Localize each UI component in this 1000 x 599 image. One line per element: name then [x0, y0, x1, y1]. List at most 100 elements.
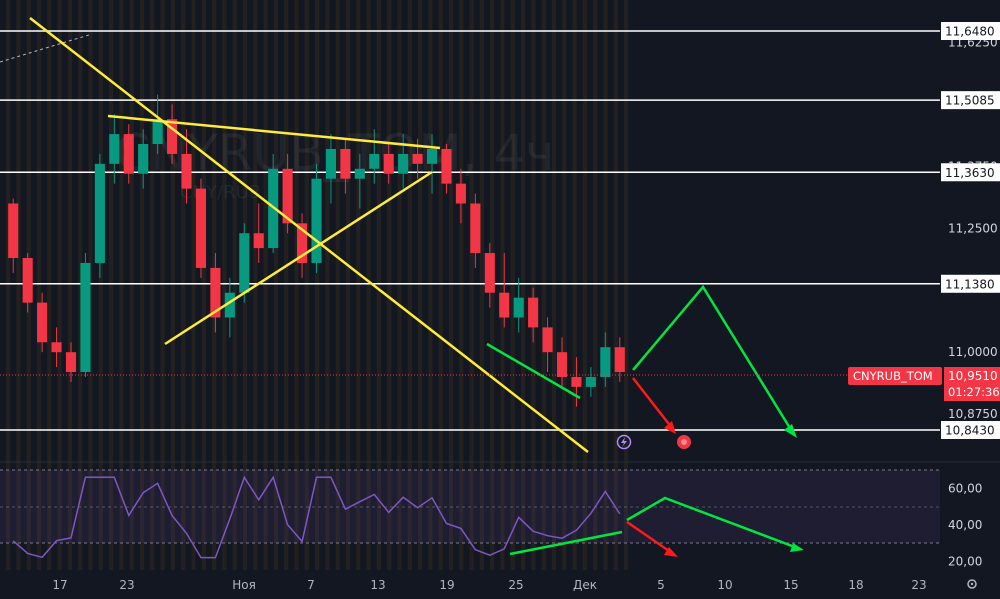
last-price-value: 10,9510 — [948, 369, 998, 383]
candle-body — [441, 148, 452, 184]
session-band — [222, 0, 227, 570]
session-band — [376, 0, 381, 570]
candle-body — [94, 163, 105, 263]
candle-body — [37, 302, 48, 343]
time-tick-label: 7 — [307, 578, 315, 592]
session-band — [57, 0, 62, 570]
time-tick-label: Дек — [573, 578, 597, 592]
candle-body — [383, 153, 394, 174]
session-band — [78, 0, 83, 570]
candle-body — [412, 153, 423, 164]
candle-body — [80, 262, 91, 373]
session-band — [572, 0, 577, 570]
candle-body — [195, 188, 207, 268]
price-divergence-line[interactable] — [486, 342, 581, 400]
candle-body — [210, 267, 221, 318]
bearish-arrowhead — [664, 421, 676, 434]
rsi-line — [12, 475, 621, 559]
candle-body — [354, 168, 365, 179]
candles — [8, 94, 625, 407]
session-band — [603, 0, 608, 570]
time-tick-label: 18 — [848, 578, 863, 592]
descending-trend-line[interactable] — [29, 17, 589, 453]
time-tick-label: 13 — [370, 578, 385, 592]
session-band — [119, 0, 124, 570]
candle-body — [181, 153, 192, 189]
time-tick-label: 5 — [657, 578, 665, 592]
level-badge — [941, 163, 1000, 182]
triangle-upper-line[interactable] — [107, 114, 441, 150]
session-band — [181, 0, 186, 570]
bullish-projection[interactable] — [632, 284, 795, 434]
session-band — [232, 0, 237, 570]
candle-body — [138, 144, 149, 174]
session-band — [541, 0, 546, 570]
rsi-tick-label: 40,00 — [948, 518, 982, 532]
candle-body — [484, 253, 495, 293]
candle-body — [542, 327, 553, 353]
time-tick-label: 17 — [52, 578, 67, 592]
rsi-divergence-line[interactable] — [509, 530, 623, 556]
time-axis[interactable]: 17 23 Ноя 7 13 19 25 Дек 5 10 15 18 23 — [52, 578, 926, 592]
rsi-tick-label: 20,00 — [948, 554, 982, 568]
candle-body — [297, 223, 308, 263]
gear-icon[interactable] — [967, 579, 977, 589]
session-band — [273, 0, 278, 570]
session-band — [36, 0, 42, 570]
candle-body — [585, 376, 596, 387]
rsi-bearish-projection[interactable] — [626, 520, 673, 555]
candle-body — [528, 297, 539, 328]
session-band — [582, 0, 587, 570]
level-label: 11,5085 — [945, 94, 995, 108]
candle-body — [109, 134, 120, 164]
session-band — [170, 0, 175, 570]
session-band — [531, 0, 536, 570]
session-band — [448, 0, 454, 570]
session-band — [551, 0, 557, 570]
candle-body — [369, 153, 380, 169]
candle-body — [123, 134, 134, 174]
session-band — [418, 0, 423, 570]
lightning-circle-icon[interactable] — [616, 434, 632, 450]
candle-body — [340, 148, 351, 179]
level-label: 11,6480 — [945, 25, 995, 39]
session-band — [345, 0, 351, 570]
candle-body — [282, 168, 293, 224]
level-labels: 11,6480 11,5085 11,3630 11,1380 10,8430 — [941, 22, 1000, 439]
candle-body — [614, 347, 625, 373]
horizontal-levels[interactable] — [0, 30, 940, 431]
bullish-arrowhead — [784, 424, 797, 438]
time-tick-label: 23 — [911, 578, 926, 592]
symbol-label: CNYRUB_TOM — [853, 369, 933, 383]
session-band — [469, 0, 474, 570]
session-band — [459, 0, 464, 570]
candle-body — [51, 342, 62, 353]
session-band — [109, 0, 114, 570]
candle-body — [65, 352, 77, 373]
time-tick-label: 25 — [508, 578, 523, 592]
candle-body — [470, 203, 481, 254]
bearish-projection[interactable] — [632, 377, 673, 429]
rsi-bullish-arrowhead — [790, 543, 804, 552]
alert-dot-icon[interactable] — [677, 435, 691, 449]
candle-body — [152, 119, 163, 145]
watermark-subtitle: CNY/RUB — [180, 182, 261, 203]
candle-body — [455, 183, 466, 204]
level-label: 11,1380 — [945, 277, 995, 291]
session-band — [284, 0, 289, 570]
candle-body — [8, 203, 19, 259]
triangle-lower-line[interactable] — [164, 170, 433, 346]
session-band — [160, 0, 165, 570]
session-band — [397, 0, 402, 570]
time-tick-label: 23 — [119, 578, 134, 592]
rsi-axis[interactable]: 60,00 40,00 20,00 — [948, 481, 982, 568]
rsi-bullish-projection[interactable] — [626, 496, 801, 551]
session-band — [315, 0, 320, 570]
session-band — [335, 0, 340, 570]
time-tick-label: 10 — [717, 578, 732, 592]
level-badge — [941, 421, 1000, 439]
extended-trend-line[interactable] — [0, 33, 93, 63]
price-tick-label: 11,0000 — [948, 345, 998, 359]
level-badge — [941, 91, 1000, 110]
